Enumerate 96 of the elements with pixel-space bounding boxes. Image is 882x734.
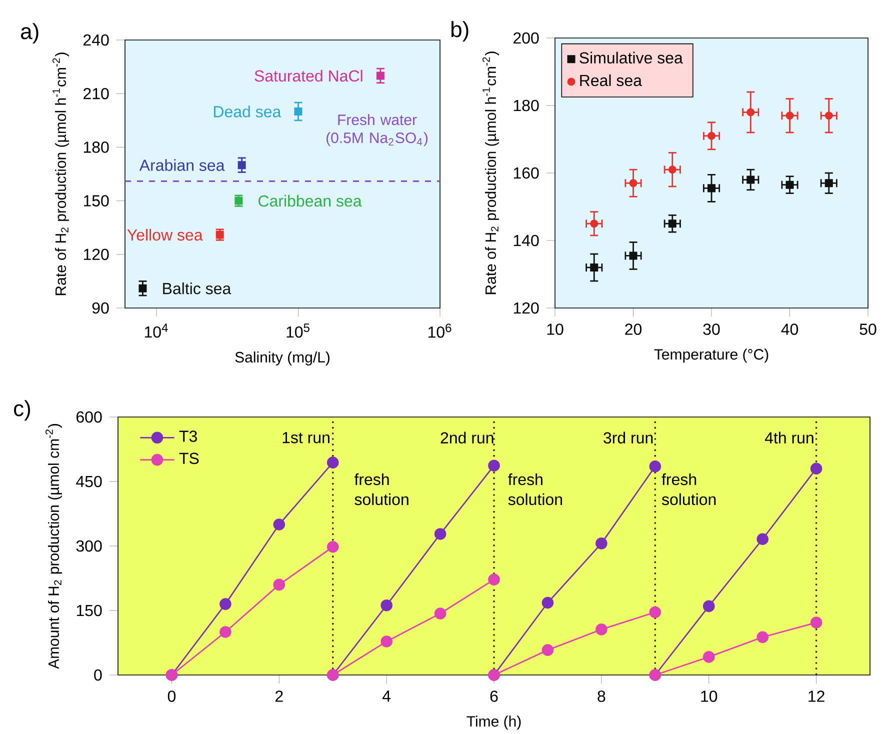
y-tick-label: 300 [76, 540, 102, 552]
y-tick-label: 150 [84, 195, 109, 206]
point [273, 578, 286, 591]
x-tick-label: 30 [703, 324, 720, 335]
point [756, 631, 768, 644]
point [542, 596, 554, 609]
y-tick-label: 450 [76, 476, 102, 488]
point [220, 626, 232, 638]
y-tick-label: 140 [514, 234, 539, 246]
annotation: Dead sea [214, 106, 282, 118]
x-tick-label: 8 [598, 690, 606, 702]
annotation: Saturated NaCl [254, 70, 362, 82]
annotation: fresh solution [354, 473, 408, 506]
point [434, 608, 446, 620]
point [273, 518, 286, 530]
point [590, 220, 598, 228]
annotation: 4th run [764, 432, 814, 444]
point [810, 616, 822, 628]
annotation: Arabian sea [139, 159, 225, 171]
point [702, 651, 715, 663]
ref-line-label: Fresh water (0.5M Na$_{2}$SO$_{4}$) [326, 114, 428, 146]
x-tick-label: 10 [547, 324, 564, 335]
point [326, 540, 339, 553]
point [434, 528, 446, 540]
annotation: 1st run [282, 432, 330, 444]
point [746, 176, 755, 184]
y-tick-label: 150 [76, 604, 102, 616]
point [326, 456, 339, 468]
x-axis-title: Time (h) [466, 716, 521, 730]
point [596, 624, 608, 636]
annotation: fresh solution [508, 473, 562, 506]
point [380, 636, 392, 648]
annotation: fresh solution [662, 473, 716, 506]
point [629, 179, 638, 188]
y-tick-label: 200 [514, 32, 539, 44]
y-tick-label: 120 [84, 248, 109, 260]
x-tick-label: 20 [625, 324, 642, 335]
point [702, 600, 715, 612]
x-tick-label: 4 [382, 690, 391, 702]
x-tick-label: 10$^{5}$ [286, 324, 310, 338]
chart-title: c) [14, 400, 30, 421]
point [708, 184, 716, 192]
point [746, 108, 755, 116]
y-tick-label: 160 [514, 167, 539, 179]
annotation: Yellow sea [127, 228, 203, 241]
point [380, 599, 392, 612]
x-axis-title: Salinity (mg/L) [235, 352, 330, 366]
y-tick-label: 180 [514, 100, 539, 112]
point [756, 533, 768, 546]
point [629, 252, 638, 260]
y-tick-label: 180 [84, 142, 109, 153]
point [810, 462, 822, 475]
chart-title: b) [451, 21, 468, 42]
point [488, 460, 500, 472]
x-tick-label: 10$^{4}$ [144, 324, 168, 338]
y-tick-label: 120 [514, 302, 539, 314]
legend-label: Simulative sea [580, 52, 683, 64]
x-tick-label: 50 [860, 324, 876, 335]
x-tick-label: 0 [168, 690, 176, 702]
point [708, 132, 716, 140]
annotation: Baltic sea [163, 282, 232, 294]
chart-title: a) [21, 23, 38, 44]
annotation: 3rd run [604, 432, 653, 444]
x-tick-label: 2 [276, 690, 283, 702]
point [542, 644, 554, 656]
annotation: 2nd run [440, 432, 494, 444]
point [649, 460, 662, 472]
x-axis-title: Temperature (°C) [654, 348, 768, 363]
point [649, 606, 662, 618]
y-tick-label: 240 [84, 34, 109, 46]
y-tick-label: 600 [76, 411, 102, 423]
annotation: Caribbean sea [258, 194, 362, 207]
legend-label: TS [179, 452, 199, 464]
point [824, 179, 833, 188]
x-tick-label: 40 [781, 324, 798, 335]
legend-label: Real sea [580, 74, 642, 86]
legend-label: T3 [179, 430, 197, 442]
x-tick-label: 10 [701, 690, 718, 702]
y-tick-label: 90 [92, 302, 109, 314]
point [590, 264, 598, 272]
y-tick-label: 0 [94, 669, 102, 681]
y-axis-title: Amount of H$_{2}$ production (µmol cm$^{-2}$) [45, 424, 62, 669]
y-axis-title: Rate of H$_{2}$ production (µmol h$^{-1}$cm$^{-2}$) [482, 52, 499, 294]
point [488, 574, 500, 586]
point [786, 180, 794, 189]
point [786, 112, 794, 120]
point [220, 598, 232, 610]
x-tick-label: 12 [808, 690, 824, 702]
point [596, 538, 608, 550]
y-axis-title: Rate of H$_{2}$ production (µmol h$^{-1}$cm$^{-2}$) [52, 52, 69, 296]
point [668, 166, 676, 174]
point [824, 112, 833, 120]
x-tick-label: 6 [490, 690, 498, 702]
x-tick-label: 10$^{6}$ [428, 324, 452, 338]
y-tick-label: 210 [84, 88, 109, 100]
point [668, 220, 676, 228]
